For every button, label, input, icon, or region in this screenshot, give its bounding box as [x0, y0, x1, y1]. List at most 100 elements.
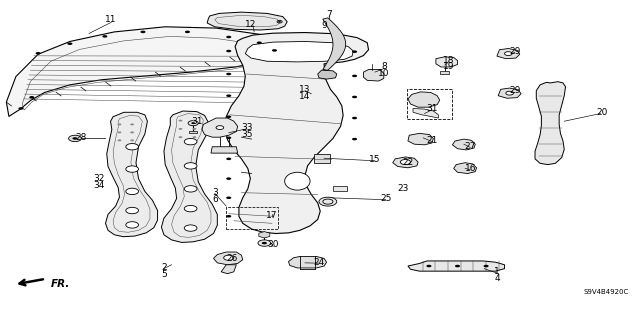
- Text: 1: 1: [494, 267, 500, 276]
- Text: 4: 4: [494, 274, 500, 283]
- Text: 28: 28: [76, 133, 87, 142]
- Text: 3: 3: [212, 188, 218, 197]
- Circle shape: [118, 123, 122, 125]
- Polygon shape: [440, 71, 449, 74]
- Circle shape: [191, 122, 195, 124]
- Text: 21: 21: [426, 136, 438, 145]
- Polygon shape: [436, 57, 458, 67]
- Polygon shape: [314, 154, 330, 163]
- Text: 9: 9: [321, 21, 327, 30]
- Polygon shape: [333, 186, 347, 191]
- Text: 29: 29: [509, 47, 520, 56]
- Circle shape: [352, 117, 357, 119]
- Circle shape: [193, 136, 196, 138]
- Text: 27: 27: [465, 142, 476, 151]
- Text: 31: 31: [426, 104, 438, 113]
- Circle shape: [258, 240, 271, 246]
- Circle shape: [226, 73, 231, 75]
- Text: 29: 29: [509, 86, 520, 95]
- Circle shape: [226, 115, 231, 118]
- Polygon shape: [454, 163, 477, 174]
- Polygon shape: [161, 111, 218, 242]
- Circle shape: [36, 52, 41, 55]
- Circle shape: [278, 21, 281, 22]
- Polygon shape: [6, 27, 287, 116]
- Polygon shape: [289, 256, 326, 268]
- Circle shape: [504, 52, 512, 56]
- Polygon shape: [535, 82, 566, 165]
- Circle shape: [184, 186, 197, 192]
- Circle shape: [126, 222, 138, 228]
- Circle shape: [226, 36, 231, 38]
- Text: 22: 22: [403, 158, 413, 167]
- Circle shape: [272, 49, 277, 52]
- Text: 6: 6: [212, 195, 218, 204]
- Circle shape: [126, 166, 138, 172]
- Text: 7: 7: [326, 10, 332, 19]
- Text: 10: 10: [378, 69, 390, 78]
- Polygon shape: [106, 112, 157, 237]
- Polygon shape: [202, 118, 237, 137]
- Polygon shape: [259, 232, 270, 238]
- Text: 8: 8: [381, 63, 387, 71]
- Circle shape: [262, 242, 267, 244]
- Circle shape: [118, 139, 122, 141]
- Circle shape: [226, 158, 231, 160]
- Circle shape: [455, 265, 460, 267]
- Ellipse shape: [285, 172, 310, 190]
- Text: 15: 15: [369, 155, 381, 164]
- Text: 23: 23: [397, 184, 408, 193]
- Circle shape: [184, 205, 197, 212]
- Polygon shape: [498, 88, 521, 98]
- Text: 20: 20: [596, 108, 608, 117]
- Text: 2: 2: [161, 263, 167, 272]
- Circle shape: [193, 120, 196, 122]
- Polygon shape: [245, 41, 353, 62]
- Polygon shape: [221, 265, 236, 274]
- Polygon shape: [211, 147, 237, 153]
- Text: 34: 34: [93, 181, 104, 190]
- Polygon shape: [364, 70, 384, 81]
- Circle shape: [484, 265, 488, 267]
- Circle shape: [226, 197, 231, 199]
- Circle shape: [188, 121, 198, 126]
- Text: 32: 32: [93, 174, 104, 183]
- Circle shape: [226, 137, 231, 139]
- Circle shape: [131, 139, 134, 141]
- Polygon shape: [323, 18, 346, 70]
- Text: FR.: FR.: [51, 279, 70, 289]
- Polygon shape: [408, 92, 440, 107]
- Text: 12: 12: [245, 20, 257, 29]
- Circle shape: [352, 138, 357, 140]
- Circle shape: [179, 136, 182, 138]
- Circle shape: [226, 94, 231, 97]
- Text: 33: 33: [241, 123, 252, 132]
- Polygon shape: [413, 108, 438, 118]
- Circle shape: [184, 225, 197, 231]
- Circle shape: [126, 188, 138, 195]
- Circle shape: [184, 138, 197, 145]
- Circle shape: [223, 255, 234, 260]
- Circle shape: [185, 31, 190, 33]
- Circle shape: [400, 160, 410, 165]
- Bar: [226, 207, 278, 229]
- Text: 18: 18: [443, 56, 454, 65]
- Circle shape: [193, 128, 196, 130]
- Circle shape: [72, 137, 77, 140]
- Circle shape: [184, 163, 197, 169]
- Circle shape: [131, 123, 134, 125]
- Circle shape: [102, 35, 108, 38]
- Text: 25: 25: [380, 194, 392, 203]
- Text: 13: 13: [300, 85, 311, 94]
- Circle shape: [216, 126, 223, 130]
- Circle shape: [68, 135, 81, 142]
- Polygon shape: [393, 157, 418, 168]
- Polygon shape: [207, 12, 287, 30]
- Circle shape: [67, 42, 72, 45]
- Polygon shape: [408, 133, 433, 145]
- Polygon shape: [317, 70, 337, 79]
- Circle shape: [19, 107, 24, 110]
- Polygon shape: [497, 48, 520, 59]
- Text: 17: 17: [266, 211, 278, 219]
- Text: 35: 35: [241, 130, 252, 139]
